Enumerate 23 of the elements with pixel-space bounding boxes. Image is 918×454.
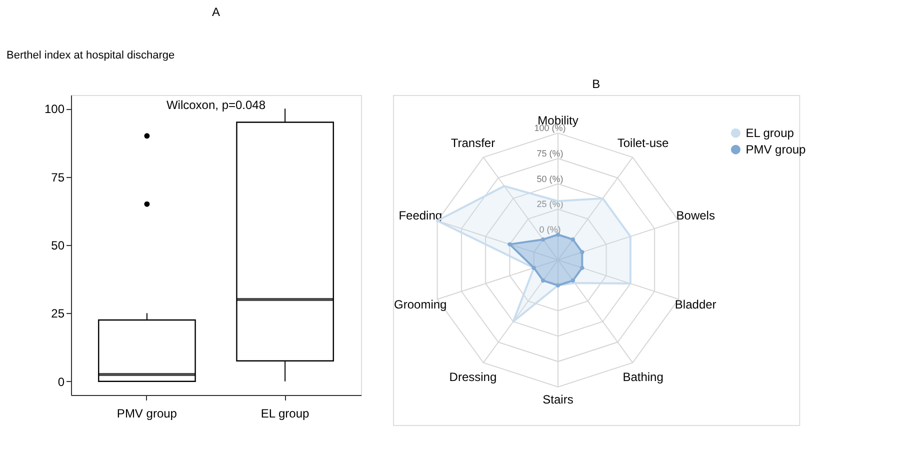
chart-title: B: [592, 77, 600, 91]
y-tick-label: 0 (%): [539, 224, 561, 235]
y-tick-label: 50 (%): [536, 174, 564, 184]
legend-label: PMV group: [746, 142, 806, 157]
chart-title: A: [212, 5, 220, 19]
spoke-label: Dressing: [449, 370, 497, 384]
spoke-label: Bladder: [674, 298, 716, 312]
spoke-label: Bowels: [676, 208, 715, 222]
y-axis-title: Berthel index at hospital discharge: [6, 50, 175, 62]
spoke-label: Bathing: [622, 370, 664, 384]
y-tick-label: 75 (%): [536, 148, 564, 158]
y-tick-label: 25 (%): [536, 199, 564, 210]
y-tick-label: 100: [44, 102, 65, 116]
y-tick-label: 75: [51, 170, 65, 184]
y-tick-label: 25: [51, 306, 65, 321]
spoke-label: Toilet-use: [617, 136, 670, 150]
y-tick-label: 0: [58, 374, 65, 389]
annotation: Wilcoxon, p=0.048: [166, 98, 266, 112]
spoke-label: Transfer: [450, 136, 496, 150]
y-tick-label: 50: [51, 238, 65, 252]
spoke-label: Stairs: [542, 392, 574, 407]
spoke-label: Grooming: [394, 298, 447, 312]
legend-label: EL group: [746, 126, 794, 140]
